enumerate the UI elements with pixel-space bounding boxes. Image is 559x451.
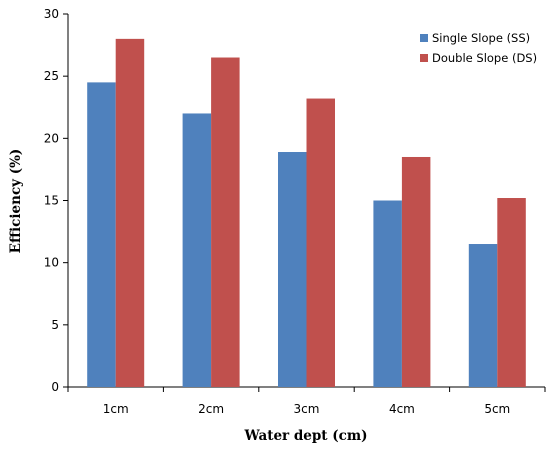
y-tick-label: 0	[51, 380, 59, 394]
y-axis-ticks: 0 5 10 15 20 25 30	[44, 7, 68, 394]
legend-label: Single Slope (SS)	[432, 31, 530, 45]
legend-swatch	[420, 54, 428, 62]
bar-single-slope-5cm	[468, 244, 498, 387]
bars	[87, 38, 526, 388]
y-tick-label: 30	[44, 7, 59, 21]
bar-single-slope-2cm	[182, 113, 212, 387]
y-tick-label: 20	[44, 131, 59, 145]
y-tick-label: 15	[44, 194, 59, 208]
x-tick-label: 5cm	[484, 402, 510, 416]
bar-double-slope-3cm	[306, 98, 335, 388]
x-axis-ticks: 1cm 2cm 3cm 4cm 5cm	[67, 387, 546, 416]
legend: Single Slope (SS) Double Slope (DS)	[420, 31, 537, 65]
y-axis-title: Efficiency (%)	[8, 149, 24, 254]
y-tick-label: 10	[44, 256, 59, 270]
x-tick-label: 2cm	[198, 402, 224, 416]
legend-label: Double Slope (DS)	[432, 51, 537, 65]
bar-double-slope-1cm	[115, 38, 145, 387]
x-tick-label: 1cm	[103, 402, 129, 416]
y-tick-label: 25	[44, 69, 59, 83]
legend-swatch	[420, 34, 428, 42]
x-axis-title: Water dept (cm)	[243, 428, 367, 444]
x-tick-label: 3cm	[294, 402, 320, 416]
bar-double-slope-4cm	[401, 156, 431, 387]
bar-double-slope-2cm	[211, 57, 240, 388]
x-tick-label: 4cm	[389, 402, 415, 416]
bar-single-slope-1cm	[87, 82, 116, 387]
bar-double-slope-5cm	[497, 198, 526, 387]
bar-single-slope-3cm	[278, 152, 307, 387]
y-tick-label: 5	[51, 318, 59, 332]
bar-single-slope-4cm	[373, 200, 402, 387]
